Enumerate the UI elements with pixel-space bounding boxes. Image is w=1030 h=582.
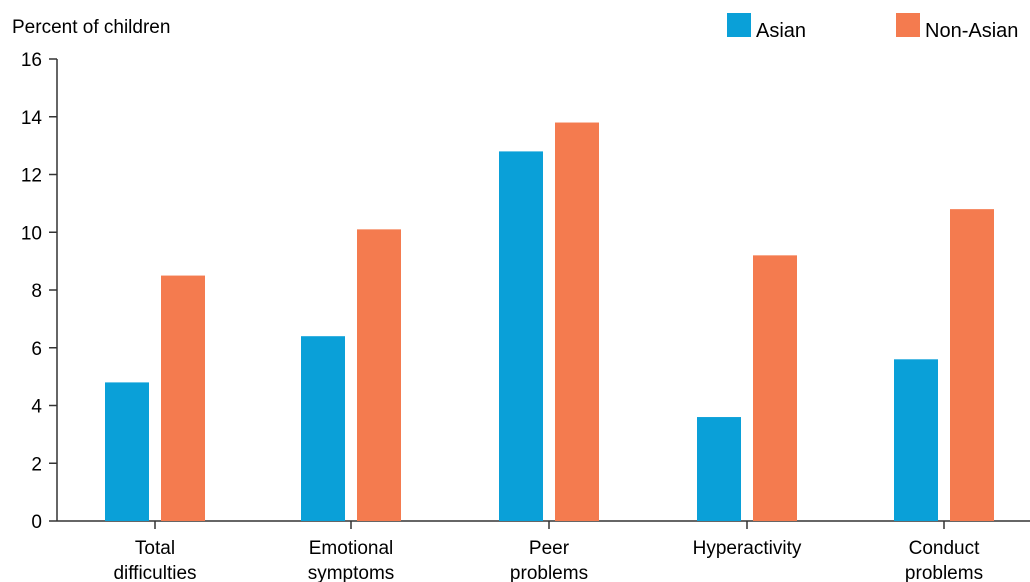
y-tick-label: 0 [31, 512, 42, 533]
y-tick-label: 16 [21, 50, 42, 71]
bar-non-asian [555, 122, 599, 522]
x-tick-label: Peer [529, 538, 570, 559]
legend-label-non-asian: Non-Asian [925, 20, 1018, 42]
y-tick-label: 12 [21, 166, 42, 187]
y-tick-label: 4 [31, 397, 42, 418]
legend: Asian Non-Asian [727, 13, 1018, 42]
x-tick-label: Total [135, 538, 175, 559]
x-tick-label: difficulties [113, 563, 196, 582]
y-axis-label: Percent of children [12, 17, 170, 38]
axes: 0 2 4 6 8 10 12 14 16 [21, 50, 1030, 533]
category-labels: Total difficulties Emotional symptoms Peer pr… [113, 538, 983, 582]
y-tick-label: 8 [31, 281, 42, 302]
bar-asian [301, 336, 345, 521]
x-tick-label: Emotional [309, 538, 394, 559]
legend-swatch-asian [727, 13, 751, 37]
bar-non-asian [161, 275, 205, 521]
bar-asian [105, 382, 149, 521]
legend-swatch-non-asian [896, 13, 920, 37]
y-tick-label: 6 [31, 339, 42, 360]
bar-non-asian [753, 255, 797, 521]
bars [105, 122, 994, 522]
x-tick-label: problems [510, 563, 588, 582]
bar-asian [697, 417, 741, 521]
legend-label-asian: Asian [756, 20, 806, 42]
y-tick-label: 10 [21, 223, 42, 244]
bar-asian [499, 151, 543, 521]
y-tick-label: 14 [21, 108, 43, 129]
x-tick-label: Hyperactivity [693, 538, 802, 559]
bar-asian [894, 359, 938, 521]
bar-non-asian [357, 229, 401, 522]
x-tick-label: Conduct [909, 538, 980, 559]
y-tick-label: 2 [31, 454, 42, 475]
x-tick-label: symptoms [308, 563, 395, 582]
bar-non-asian [950, 209, 994, 521]
x-tick-label: problems [905, 563, 983, 582]
